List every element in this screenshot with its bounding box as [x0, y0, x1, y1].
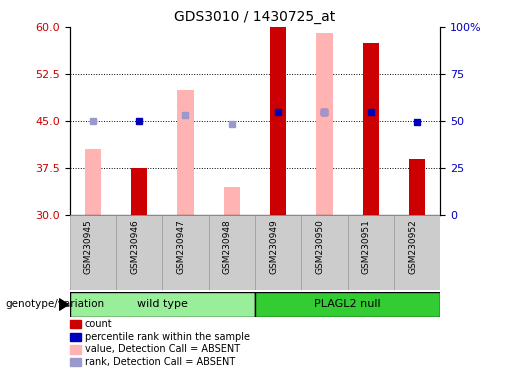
Text: rank, Detection Call = ABSENT: rank, Detection Call = ABSENT — [85, 357, 235, 367]
Polygon shape — [59, 299, 68, 310]
Bar — [255, 215, 301, 290]
Bar — [177, 89, 194, 215]
Text: GSM230950: GSM230950 — [316, 219, 324, 274]
Text: value, Detection Call = ABSENT: value, Detection Call = ABSENT — [85, 344, 240, 354]
Bar — [316, 33, 333, 215]
Bar — [348, 215, 394, 290]
Text: GSM230945: GSM230945 — [84, 219, 93, 273]
Bar — [70, 215, 116, 290]
Text: GSM230946: GSM230946 — [130, 219, 139, 273]
Title: GDS3010 / 1430725_at: GDS3010 / 1430725_at — [174, 10, 336, 25]
Bar — [70, 292, 255, 317]
Text: genotype/variation: genotype/variation — [5, 299, 104, 309]
Bar — [162, 215, 209, 290]
Bar — [270, 27, 286, 215]
Text: PLAGL2 null: PLAGL2 null — [314, 299, 381, 310]
Bar — [409, 159, 425, 215]
Bar — [84, 149, 101, 215]
Text: GSM230947: GSM230947 — [177, 219, 185, 273]
Bar — [131, 168, 147, 215]
Text: percentile rank within the sample: percentile rank within the sample — [85, 332, 250, 342]
Bar — [394, 215, 440, 290]
Text: GSM230949: GSM230949 — [269, 219, 278, 273]
Text: wild type: wild type — [137, 299, 187, 310]
Text: count: count — [85, 319, 113, 329]
Bar — [255, 292, 440, 317]
Bar — [209, 215, 255, 290]
Text: GSM230948: GSM230948 — [223, 219, 232, 273]
Text: GSM230952: GSM230952 — [408, 219, 417, 273]
Text: GSM230951: GSM230951 — [362, 219, 371, 274]
Bar — [224, 187, 240, 215]
Bar — [116, 215, 162, 290]
Bar — [363, 43, 379, 215]
Bar — [301, 215, 348, 290]
